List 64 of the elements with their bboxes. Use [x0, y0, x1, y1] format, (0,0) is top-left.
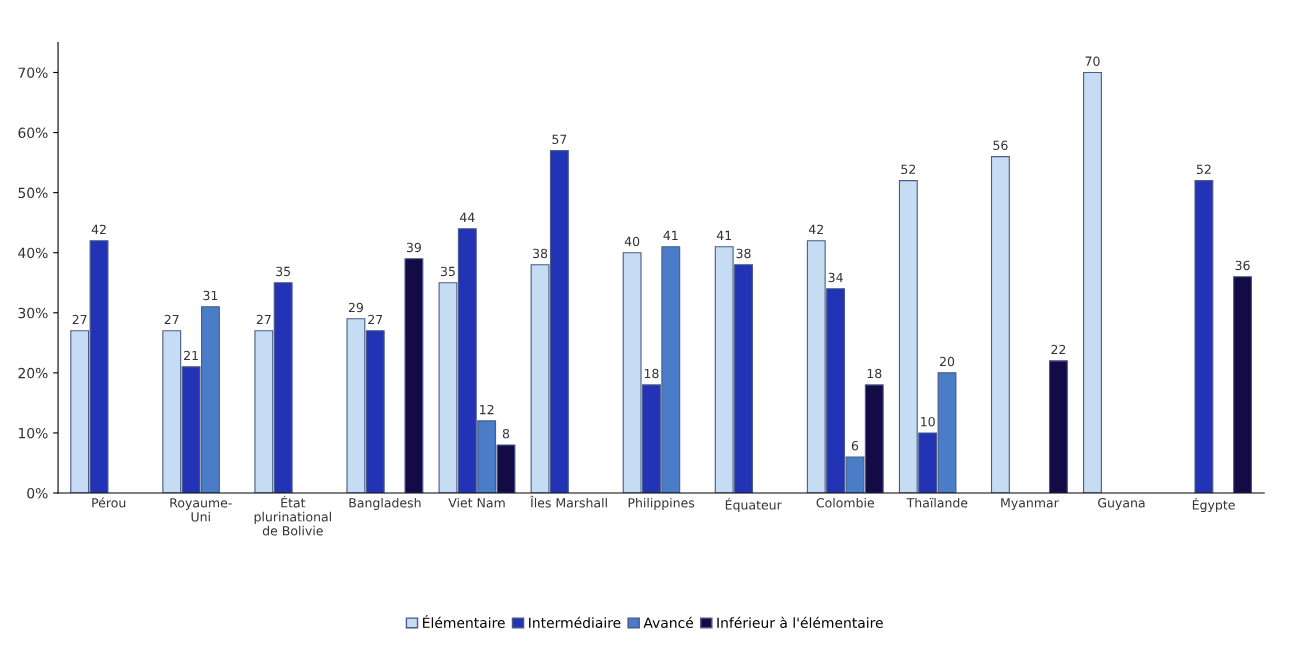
x-tick-label: Myanmar	[1001, 498, 1059, 510]
legend-label: Avancé	[643, 616, 694, 629]
data-label: 20	[939, 356, 955, 367]
x-tick-label: Bangladesh	[349, 497, 421, 510]
data-label: 27	[164, 314, 179, 325]
data-label: 10	[921, 416, 935, 427]
x-tick-label: Équateur	[725, 497, 782, 513]
data-label: 56	[993, 140, 1008, 150]
data-label: 42	[808, 224, 823, 234]
data-label: 41	[663, 230, 678, 240]
data-label: 38	[533, 248, 548, 259]
bar	[990, 156, 1010, 494]
bar	[404, 258, 424, 494]
y-tick-label: 60%	[18, 127, 48, 139]
x-tick-label: État plurinational de Bolivie	[254, 495, 331, 536]
bar	[1194, 180, 1214, 494]
legend-label: Élémentaire	[423, 614, 505, 629]
data-label: 44	[459, 212, 475, 222]
data-label: 40	[624, 236, 640, 247]
data-label: 12	[480, 404, 494, 415]
y-tick-label: 20%	[18, 367, 48, 379]
y-tick-label: 30%	[18, 307, 48, 319]
legend-label: Intermédiaire	[529, 616, 621, 629]
data-label: 8	[502, 428, 510, 439]
data-label: 41	[716, 230, 731, 240]
data-label: 6	[851, 440, 859, 451]
x-tick-label: Colombie	[816, 497, 874, 508]
legend-label: Inférieur à l'élémentaire	[717, 616, 883, 629]
x-tick-label: Philippines	[628, 497, 695, 510]
data-label: 39	[406, 242, 421, 253]
y-tick-label: 10%	[18, 427, 48, 439]
x-tick-label: Royaume- Uni	[170, 498, 232, 522]
data-label: 36	[1235, 260, 1250, 271]
x-tick-label: Thaïlande	[906, 497, 968, 508]
data-label: 29	[348, 302, 363, 313]
data-label: 27	[368, 314, 383, 325]
data-label: 27	[72, 314, 87, 325]
x-tick-label: Guyana	[1098, 498, 1145, 510]
data-label: 38	[736, 248, 751, 259]
data-label: 18	[867, 368, 882, 379]
x-tick-label: Îles Marshall	[530, 495, 607, 508]
bar	[1048, 360, 1068, 494]
x-tick-label: Viet Nam	[448, 497, 505, 508]
x-tick-label: Égypte	[1192, 497, 1235, 513]
data-label: 21	[184, 350, 198, 361]
data-label: 52	[1196, 164, 1211, 175]
y-tick-label: 50%	[18, 187, 48, 199]
y-tick-label: 0%	[27, 487, 48, 499]
data-label: 31	[203, 290, 218, 301]
data-label: 57	[552, 134, 567, 144]
data-label: 22	[1051, 344, 1066, 355]
x-tick-label: Pérou	[92, 497, 126, 508]
data-label: 35	[276, 266, 291, 277]
y-tick-label: 70%	[18, 67, 48, 78]
bar	[1233, 276, 1253, 494]
data-label: 70	[1085, 56, 1100, 66]
data-label: 18	[644, 368, 659, 379]
data-label: 35	[440, 266, 455, 277]
data-label: 52	[901, 164, 916, 175]
data-label: 34	[828, 272, 843, 283]
data-label: 42	[91, 224, 106, 234]
y-tick-label: 40%	[18, 247, 48, 259]
bar	[1083, 71, 1102, 494]
data-label: 27	[256, 314, 271, 325]
